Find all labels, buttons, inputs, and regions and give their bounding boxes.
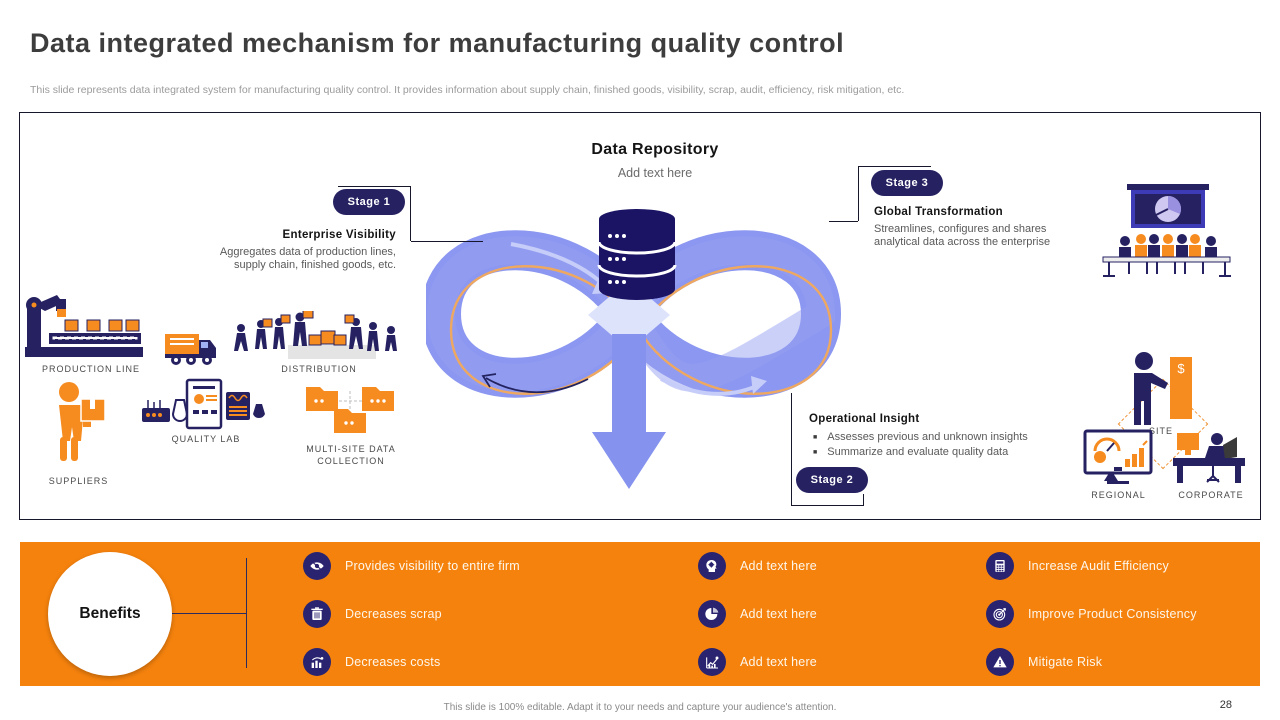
stage1-body: Aggregates data of production lines, sup… [219,246,396,272]
diagram-panel: Data Repository Add text here Stage 1 St… [19,112,1261,520]
visibility-eye-icon [303,552,331,580]
benefit-label: Add text here [740,655,817,669]
regional-icon [1083,429,1153,484]
benefit-item: Provides visibility to entire firm [303,552,520,580]
benefit-item: Decreases costs [303,648,440,676]
multi-site-data-label: MULTI-SITE DATA COLLECTION [306,444,396,467]
benefit-label: Improve Product Consistency [1028,607,1197,621]
benefit-item: Add text here [698,600,817,628]
stage3-connector-line [829,221,858,222]
stage1-heading: Enterprise Visibility [282,229,396,241]
benefit-item: Add text here [698,552,817,580]
suppliers-label: SUPPLIERS [48,476,109,486]
site-icon: $ [1134,352,1192,425]
benefits-connector-v [246,558,247,668]
distribution-label: DISTRIBUTION [281,364,357,374]
warning-icon [986,648,1014,676]
truck-icon [165,334,216,365]
benefit-label: Provides visibility to entire firm [345,559,520,573]
stage1-badge: Stage 1 [333,189,405,215]
data-repository-title: Data Repository [591,141,719,158]
target-icon [986,600,1014,628]
stage1-connector [338,186,411,241]
production-line-label: PRODUCTION LINE [41,364,140,374]
stage3-connector [858,166,931,221]
benefit-label: Add text here [740,559,817,573]
stage2-badge: Stage 2 [796,467,868,493]
stage2-bullet-1-text: Assesses previous and unknown insights [827,431,1028,443]
bullet-square-icon: ■ [813,434,818,441]
stage2-text-block: Operational Insight ■ Assesses previous … [809,413,1069,460]
benefit-item: Increase Audit Efficiency [986,552,1169,580]
stage2-heading: Operational Insight [809,413,920,425]
benefit-item: Mitigate Risk [986,648,1102,676]
benefits-title: Benefits [48,552,172,676]
multi-site-data-icon [306,387,394,433]
bar-chart-icon [303,648,331,676]
benefit-label: Increase Audit Efficiency [1028,559,1169,573]
meeting-presentation-icon [1102,184,1231,277]
benefit-label: Decreases costs [345,655,441,669]
svg-text:$: $ [1177,361,1185,376]
benefit-label: Mitigate Risk [1028,655,1103,669]
suppliers-icon [57,382,106,461]
page-subtitle: This slide represents data integrated sy… [30,84,905,96]
page-title: Data integrated mechanism for manufactur… [30,28,845,58]
stage1-connector-line [411,241,483,242]
stage2-bullet-2: ■ Summarize and evaluate quality data [809,445,1069,460]
stage2-bullet-2-text: Summarize and evaluate quality data [827,446,1009,458]
distribution-icon [234,311,397,359]
benefits-band: Benefits Provides visibility to entire f… [20,542,1260,686]
database-icon [597,209,677,300]
head-idea-icon [698,552,726,580]
stage3-badge: Stage 3 [871,170,943,196]
footer-note: This slide is 100% editable. Adapt it to… [443,702,837,713]
benefit-item: Decreases scrap [303,600,442,628]
trash-icon [303,600,331,628]
stage3-text-block: Global Transformation Streamlines, confi… [874,206,1074,250]
regional-label: REGIONAL [1091,490,1146,500]
quality-lab-label: QUALITY LAB [171,434,241,444]
benefits-connector-h [172,613,246,614]
stage1-text-block: Enterprise Visibility Aggregates data of… [196,229,396,273]
corporate-icon [1173,433,1245,483]
benefit-item: Add text here [698,648,817,676]
stage2-connector-line [863,494,864,506]
benefit-label: Add text here [740,607,817,621]
corporate-label: CORPORATE [1178,490,1244,500]
stage2-bullet-1: ■ Assesses previous and unknown insights [809,430,1069,445]
line-chart-icon [698,648,726,676]
stage3-body: Streamlines, configures and shares analy… [874,223,1051,249]
stage3-heading: Global Transformation [874,206,1003,218]
page-number: 28 [1219,699,1232,711]
infinity-loop-graphic [426,230,841,489]
site-label: SITE [1148,426,1173,436]
pie-chart-icon [698,600,726,628]
calculator-icon [986,552,1014,580]
data-repository-placeholder[interactable]: Add text here [617,166,693,180]
stage2-connector [791,393,863,506]
production-line-icon [25,295,143,357]
bullet-square-icon: ■ [813,449,818,456]
quality-lab-icon [142,378,265,430]
benefit-item: Improve Product Consistency [986,600,1197,628]
benefit-label: Decreases scrap [345,607,442,621]
